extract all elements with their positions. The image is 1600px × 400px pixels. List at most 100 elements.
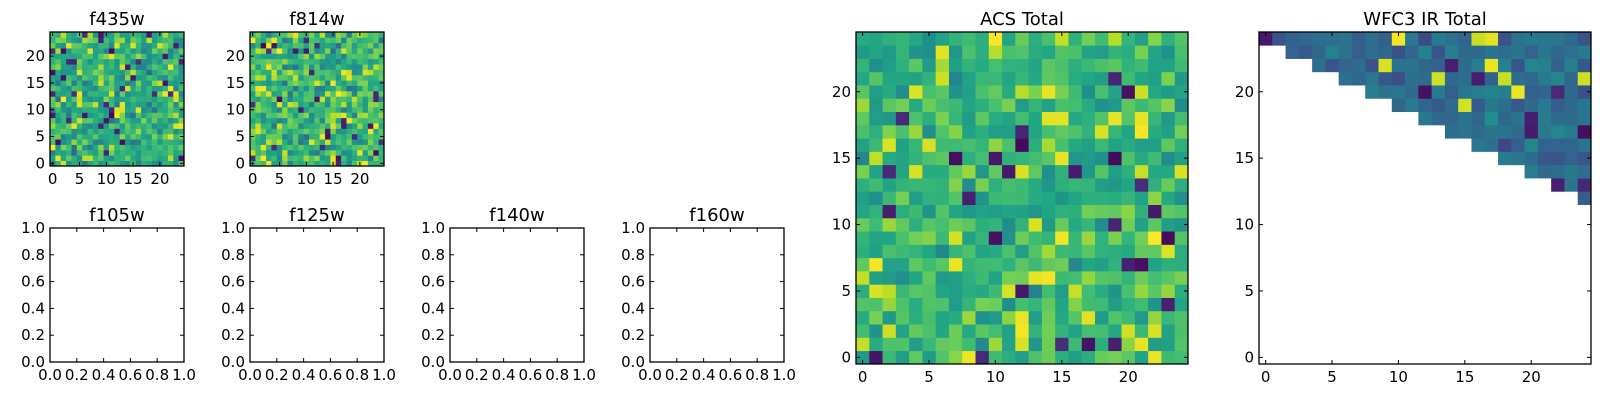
heatmap-cell xyxy=(373,128,379,135)
y-tick-label: 0.0 xyxy=(21,353,45,371)
heatmap-cell xyxy=(287,160,294,167)
heatmap-cell xyxy=(260,96,267,103)
heatmap-cell xyxy=(869,124,883,139)
heatmap-cell xyxy=(948,85,963,99)
heatmap-cell xyxy=(103,128,110,135)
heatmap-cell xyxy=(1511,85,1525,99)
heatmap-cell xyxy=(975,124,990,139)
heatmap-cell xyxy=(167,155,174,161)
heatmap-cell xyxy=(50,58,56,65)
heatmap-cell xyxy=(1028,85,1043,99)
heatmap-cell xyxy=(1551,45,1565,59)
heatmap-cell xyxy=(948,217,963,232)
heatmap-cell xyxy=(50,48,56,54)
heatmap-cell xyxy=(1068,138,1083,152)
heatmap-cell xyxy=(357,101,363,108)
heatmap-cell xyxy=(373,149,379,156)
heatmap-cell xyxy=(1108,231,1122,245)
heatmap-cell xyxy=(1174,231,1189,245)
heatmap-cell xyxy=(55,74,62,81)
heatmap-cell xyxy=(108,112,115,119)
heatmap-cell xyxy=(882,111,897,126)
heatmap-cell xyxy=(308,64,315,70)
heatmap-cell xyxy=(909,45,923,59)
heatmap-cell xyxy=(856,111,870,126)
heatmap-cell xyxy=(298,160,304,167)
heatmap-cell xyxy=(362,48,369,54)
heatmap-cell xyxy=(325,32,331,38)
heatmap-cell xyxy=(341,117,347,124)
heatmap-cell xyxy=(1551,85,1565,99)
heatmap-cell xyxy=(869,204,883,219)
heatmap-cell xyxy=(71,42,78,49)
heatmap-cell xyxy=(303,133,310,140)
heatmap-cell xyxy=(330,64,337,70)
heatmap-cell xyxy=(1041,244,1056,259)
heatmap-cell xyxy=(330,128,337,135)
heatmap-cell xyxy=(962,85,976,99)
heatmap-cell xyxy=(325,117,331,124)
panel-title: WFC3 IR Total xyxy=(1363,9,1486,30)
heatmap-cell xyxy=(119,96,126,103)
heatmap-cell xyxy=(103,74,110,81)
heatmap-cell xyxy=(308,123,315,129)
heatmap-cell xyxy=(66,139,72,145)
heatmap-cell xyxy=(988,45,1003,59)
heatmap-cell xyxy=(1161,297,1176,312)
heatmap-cell xyxy=(255,64,262,70)
heatmap-cell xyxy=(351,48,358,54)
heatmap-cell xyxy=(357,96,363,103)
heatmap-cell xyxy=(1068,231,1083,245)
heatmap-cell xyxy=(1015,217,1029,232)
heatmap-cell xyxy=(287,96,294,103)
heatmap-cell xyxy=(869,350,883,365)
heatmap-cell xyxy=(1444,32,1459,46)
heatmap-cell xyxy=(1134,178,1149,192)
y-tick-label: 0.4 xyxy=(21,299,45,317)
heatmap-cell xyxy=(157,96,163,103)
heatmap-cell xyxy=(1081,124,1096,139)
heatmap-cell xyxy=(319,160,326,167)
heatmap-cell xyxy=(119,64,126,70)
heatmap-cell xyxy=(92,85,99,92)
heatmap-cell xyxy=(351,139,358,145)
heatmap-cell xyxy=(250,149,256,156)
heatmap-cell xyxy=(1325,58,1340,73)
heatmap-cell xyxy=(130,101,137,108)
heatmap-cell xyxy=(948,337,963,352)
heatmap-cell xyxy=(1498,58,1512,73)
heatmap-cell xyxy=(1511,98,1525,113)
heatmap-cell xyxy=(1095,164,1109,179)
heatmap-cell xyxy=(151,128,158,135)
heatmap-cell xyxy=(856,244,870,259)
heatmap-cell xyxy=(378,139,385,145)
heatmap-cell xyxy=(341,112,347,119)
heatmap-cell xyxy=(87,58,94,65)
y-tick-label: 20 xyxy=(832,83,851,101)
heatmap-cell xyxy=(114,112,121,119)
heatmap-cell xyxy=(303,64,310,70)
heatmap-cell xyxy=(271,101,278,108)
heatmap-cell xyxy=(1174,151,1189,166)
heatmap-cell xyxy=(308,42,315,49)
heatmap-cell xyxy=(948,98,963,113)
heatmap-cell xyxy=(130,123,137,129)
heatmap-cell xyxy=(1108,58,1122,73)
heatmap-cell xyxy=(341,133,347,140)
heatmap-cell xyxy=(1378,32,1393,46)
heatmap-cell xyxy=(319,69,326,76)
heatmap-cell xyxy=(1564,164,1579,179)
y-tick-label: 0.2 xyxy=(621,326,645,344)
y-tick-label: 0.4 xyxy=(621,299,645,317)
heatmap-cell xyxy=(255,32,262,38)
heatmap-cell xyxy=(1298,32,1313,46)
heatmap-cell xyxy=(1391,32,1406,46)
heatmap-cell xyxy=(71,155,78,161)
heatmap-cell xyxy=(882,244,897,259)
heatmap-cell xyxy=(341,128,347,135)
heatmap-cell xyxy=(308,117,315,124)
heatmap-cell xyxy=(1298,45,1313,59)
heatmap-cell xyxy=(1148,58,1162,73)
heatmap-cell xyxy=(71,101,78,108)
heatmap-cell xyxy=(319,123,326,129)
